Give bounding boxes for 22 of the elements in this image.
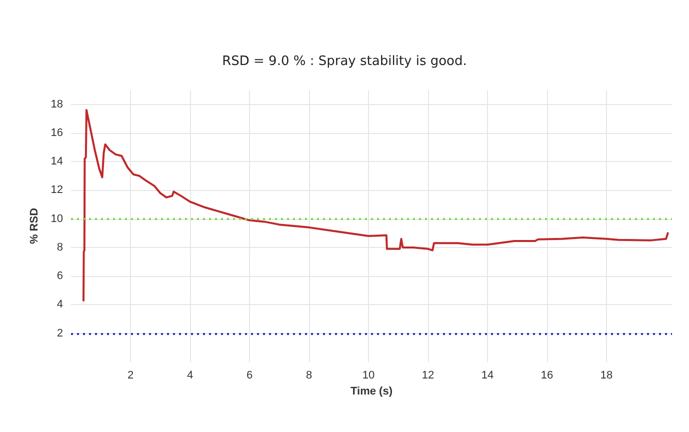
y-tick-label: 2 bbox=[56, 327, 63, 340]
y-tick-label: 16 bbox=[50, 126, 63, 139]
y-tick-label: 4 bbox=[56, 298, 63, 311]
y-tick-label: 18 bbox=[50, 98, 63, 110]
y-tick-label: 14 bbox=[50, 156, 63, 168]
x-tick-label: 16 bbox=[540, 370, 554, 382]
x-tick-label: 4 bbox=[186, 370, 194, 382]
chart-title: RSD = 9.0 % : Spray stability is good. bbox=[222, 54, 467, 69]
y-tick-label: 8 bbox=[56, 241, 63, 254]
x-tick-label: 18 bbox=[600, 370, 613, 382]
x-tick-label: 12 bbox=[422, 370, 434, 382]
x-tick-label: 8 bbox=[306, 370, 312, 382]
x-tick-label: 14 bbox=[481, 370, 494, 382]
y-tick-label: 6 bbox=[56, 270, 63, 282]
line-series bbox=[82, 109, 669, 302]
x-tick-label: 2 bbox=[127, 370, 134, 382]
y-tick-label: 12 bbox=[50, 184, 63, 196]
x-axis-title: Time (s) bbox=[350, 385, 393, 398]
y-axis-title: % RSD bbox=[28, 208, 40, 244]
x-tick-label: 6 bbox=[246, 370, 253, 382]
x-tick-label: 10 bbox=[362, 370, 375, 382]
y-tick-label: 10 bbox=[50, 212, 63, 225]
